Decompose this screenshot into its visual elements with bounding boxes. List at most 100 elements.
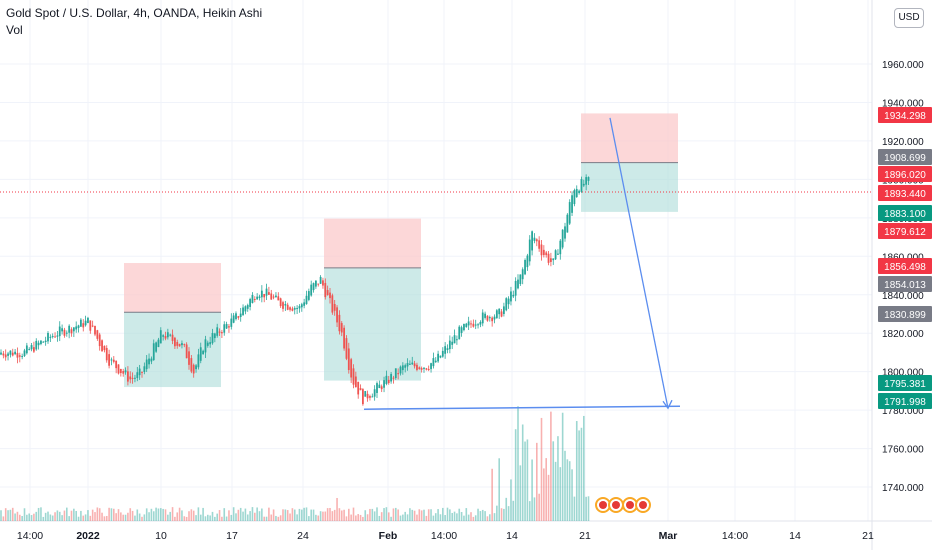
volume-bar [42, 516, 45, 521]
candle-body [554, 250, 557, 260]
volume-bar [416, 514, 418, 521]
candle-body [585, 177, 588, 185]
volume-bar [296, 514, 298, 521]
candle-body [244, 306, 247, 312]
volume-bar [319, 511, 322, 521]
price-label-badge [878, 205, 932, 221]
candle-body [171, 334, 174, 341]
candle-body [145, 359, 148, 370]
candle-body [237, 316, 240, 318]
candle-body [108, 354, 110, 366]
price-label: 1879.612 [884, 227, 926, 238]
volume-bar [331, 511, 334, 521]
volume-bar [333, 509, 336, 521]
x-tick-label: 21 [862, 530, 874, 542]
take-profit-zone [581, 162, 678, 212]
volume-bar [517, 406, 519, 521]
candle-body [75, 326, 78, 330]
candle-body [503, 306, 505, 315]
candle-body [265, 288, 268, 296]
volume-bar [178, 507, 181, 521]
candle-body [134, 377, 136, 379]
candle-body [202, 350, 204, 355]
candle-body [268, 292, 270, 295]
candle-body [533, 237, 536, 241]
volume-bar [209, 515, 211, 521]
candle-body [84, 320, 87, 326]
candle-body [127, 371, 129, 382]
candle-body [300, 304, 303, 308]
candle-body [378, 384, 381, 389]
candle-body [486, 315, 489, 321]
candle-body [510, 291, 512, 302]
volume-bar [463, 515, 465, 521]
candle-body [345, 338, 348, 359]
candle-body [578, 190, 580, 194]
volume-bar [449, 509, 451, 521]
volume-bar [249, 511, 251, 521]
volume-bar [491, 468, 493, 521]
volume-bar [573, 496, 576, 521]
candle-body [547, 253, 550, 263]
volume-bar [96, 507, 99, 521]
candle-body [409, 363, 411, 365]
volume-bar [113, 508, 115, 521]
candle-body [575, 188, 578, 198]
volume-bar [329, 507, 331, 521]
volume-bar [390, 516, 392, 521]
volume-bar [115, 513, 117, 521]
volume-bar [512, 500, 515, 521]
candle-body [347, 348, 350, 371]
volume-bar [418, 509, 421, 521]
volume-bar [4, 508, 7, 521]
candle-body [162, 335, 165, 337]
price-axis[interactable]: 1960.0001940.0001920.0001900.0001880.000… [878, 60, 932, 494]
candle-body [425, 368, 428, 370]
volume-bar [232, 507, 235, 521]
candle-body [526, 255, 529, 268]
candle-body [557, 253, 559, 255]
volume-bar [0, 510, 2, 521]
candle-body [432, 358, 435, 367]
candle-body [110, 359, 113, 361]
volume-bar [26, 514, 28, 521]
candle-body [366, 393, 369, 399]
candle-body [98, 334, 101, 347]
candle-body [119, 368, 122, 374]
candle-body [401, 365, 404, 371]
volume-bar [91, 509, 94, 521]
volume-bar [336, 497, 338, 521]
candle-body [444, 346, 447, 354]
volume-bar [23, 508, 26, 521]
candle-body [11, 352, 14, 356]
candle-body [564, 226, 566, 239]
volume-bar [195, 515, 197, 521]
price-label-badge [878, 107, 932, 123]
volume-bar [413, 510, 416, 521]
volume-bar [343, 509, 345, 521]
volume-bar [230, 514, 233, 521]
candle-body [540, 244, 543, 256]
volume-bar [411, 509, 414, 521]
candle-body [380, 386, 383, 390]
volume-bar [56, 510, 59, 521]
candle-body [484, 313, 486, 318]
volume-bar [340, 510, 343, 521]
candle-body [30, 345, 33, 350]
candle-body [228, 326, 230, 328]
candle-body [136, 372, 139, 379]
candle-body [352, 368, 355, 385]
price-label: 1908.699 [884, 153, 926, 164]
currency-button[interactable]: USD [894, 8, 924, 28]
volume-bar [460, 511, 463, 521]
volume-indicator-label[interactable]: Vol [6, 23, 23, 37]
volume-bar [465, 508, 468, 521]
candle-body [519, 274, 522, 284]
candle-body [369, 396, 371, 398]
candle-body [0, 352, 2, 355]
y-tick-label: 1940.000 [882, 98, 924, 109]
candle-body [80, 319, 82, 327]
volume-bar [503, 508, 505, 521]
volume-bar [583, 415, 585, 521]
